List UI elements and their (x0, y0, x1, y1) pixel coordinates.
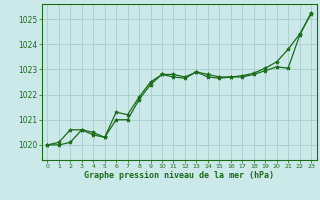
X-axis label: Graphe pression niveau de la mer (hPa): Graphe pression niveau de la mer (hPa) (84, 171, 274, 180)
